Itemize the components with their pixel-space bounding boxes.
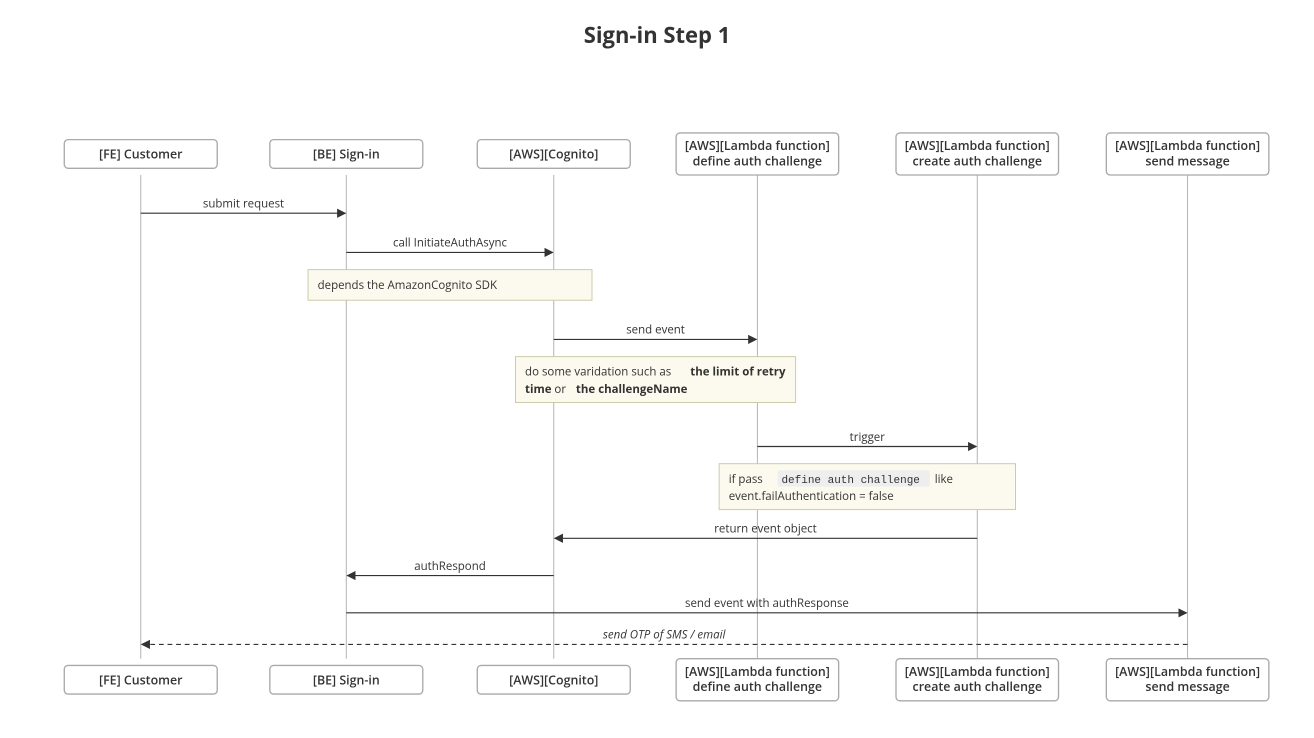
svg-text:send event with authResponse: send event with authResponse [685,596,849,611]
svg-text:send message: send message [1145,678,1229,695]
message-3: trigger [757,430,976,447]
actor-box-dac: [AWS][Lambda function]define auth challe… [676,659,839,701]
message-5: authRespond [347,559,553,576]
svg-text:[AWS][Cognito]: [AWS][Cognito] [509,672,598,689]
svg-text:send event: send event [626,323,685,338]
message-1: call InitiateAuthAsync [346,236,552,253]
svg-text:define auth challenge: define auth challenge [693,678,822,695]
svg-text:do some varidation such as the: do some varidation such as the limit of … [525,365,786,380]
svg-text:if pass define auth challenge: if pass define auth challenge like [729,472,953,487]
svg-text:[FE] Customer: [FE] Customer [99,672,183,689]
actor-box-cog: [AWS][Cognito] [477,665,630,694]
message-2: send event [554,323,757,340]
svg-text:[AWS][Cognito]: [AWS][Cognito] [509,146,598,163]
svg-text:trigger: trigger [850,430,886,445]
actor-box-fe: [FE] Customer [64,140,217,169]
message-7: send OTP of SMS / email [142,628,1188,645]
svg-text:time or the challengeName: time or the challengeName [525,382,688,397]
actor-box-be: [BE] Sign-in [270,665,423,694]
svg-text:[FE] Customer: [FE] Customer [99,146,183,163]
message-6: send event with authResponse [346,596,1186,613]
svg-text:depends the AmazonCognito SDK: depends the AmazonCognito SDK [318,278,498,293]
note-0: depends the AmazonCognito SDK [308,270,592,301]
message-4: return event object [555,522,978,539]
actor-box-cac: [AWS][Lambda function]create auth challe… [896,659,1059,701]
actor-box-be: [BE] Sign-in [270,140,423,169]
svg-text:call InitiateAuthAsync: call InitiateAuthAsync [393,236,508,251]
svg-text:submit request: submit request [203,196,284,211]
message-0: submit request [141,196,346,213]
svg-text:send message: send message [1145,152,1229,169]
svg-text:send OTP of SMS / email: send OTP of SMS / email [603,628,727,643]
svg-text:define auth challenge: define auth challenge [693,152,822,169]
svg-text:[BE] Sign-in: [BE] Sign-in [313,672,380,689]
sequence-diagram: [FE] Customer [BE] Sign-in [AWS][Cognito] [… [20,66,1294,718]
actor-box-sm: [AWS][Lambda function]send message [1106,659,1269,701]
svg-text:[BE] Sign-in: [BE] Sign-in [313,146,380,163]
actor-box-cac: [AWS][Lambda function]create auth challe… [896,133,1059,175]
svg-text:event.failAuthentication = fal: event.failAuthentication = false [729,489,894,504]
actor-box-cog: [AWS][Cognito] [477,140,630,169]
svg-text:create auth challenge: create auth challenge [913,678,1042,695]
svg-text:create auth challenge: create auth challenge [913,152,1042,169]
actor-box-fe: [FE] Customer [64,665,217,694]
actor-box-dac: [AWS][Lambda function]define auth challe… [676,133,839,175]
diagram-title: Sign-in Step 1 [20,20,1294,50]
actor-box-sm: [AWS][Lambda function]send message [1106,133,1269,175]
note-1: do some varidation such as the limit of … [516,357,796,403]
svg-text:return event object: return event object [714,522,817,537]
svg-text:authRespond: authRespond [414,559,485,574]
note-2: if pass define auth challenge like event.… [719,464,1015,510]
